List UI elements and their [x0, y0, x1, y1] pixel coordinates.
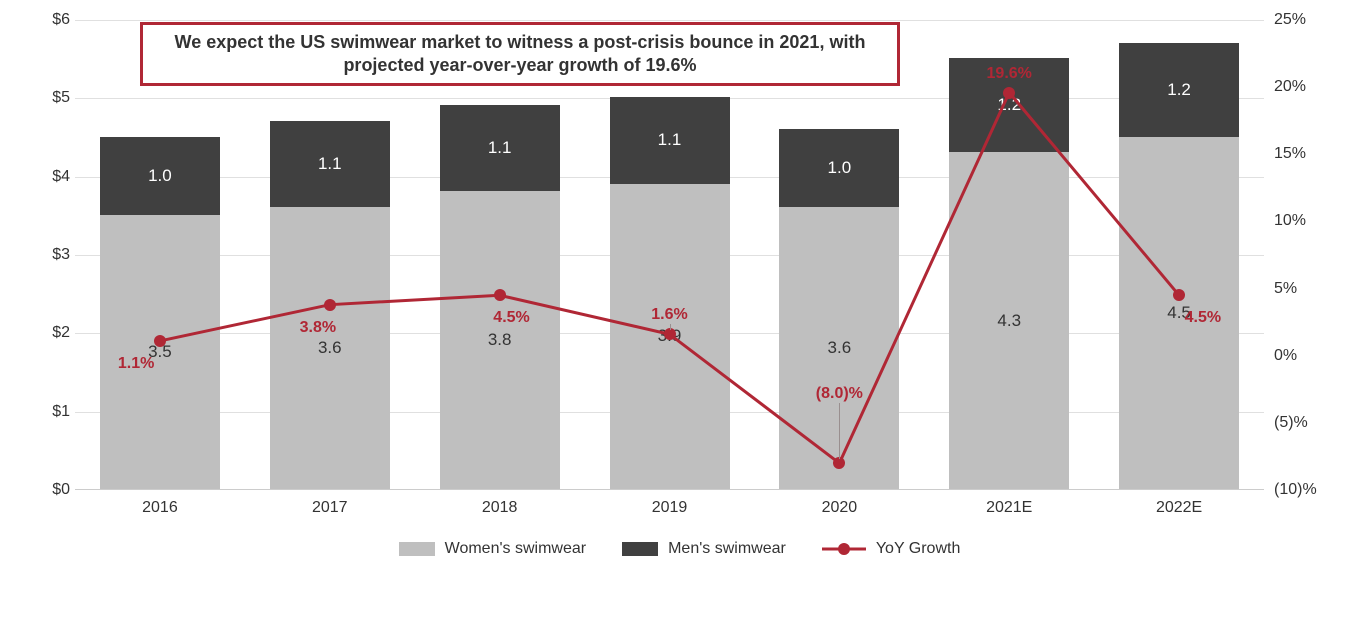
bar-slot: 20183.81.1 [415, 20, 585, 489]
y-right-tick: (5)% [1274, 414, 1334, 432]
x-tick: 2020 [822, 489, 858, 517]
stacked-bar: 4.51.2 [1119, 43, 1239, 490]
legend-swatch-women [399, 542, 435, 556]
legend-swatch-men [622, 542, 658, 556]
bar-segment-women: 3.5 [100, 215, 220, 489]
legend-item-women: Women's swimwear [399, 540, 586, 558]
x-tick: 2021E [986, 489, 1032, 517]
yoy-marker [154, 335, 166, 347]
y-left-tick: $5 [25, 89, 70, 107]
yoy-marker [494, 289, 506, 301]
bar-segment-men: 1.1 [440, 105, 560, 191]
y-left-tick: $3 [25, 246, 70, 264]
stacked-bar: 4.31.2 [949, 58, 1069, 489]
bars-layer: 20163.51.020173.61.120183.81.120193.91.1… [75, 20, 1264, 489]
leader-line [670, 324, 671, 330]
bar-segment-women: 4.5 [1119, 137, 1239, 490]
y-left-tick: $4 [25, 168, 70, 186]
yoy-value-label: 19.6% [987, 65, 1032, 83]
legend-swatch-yoy [822, 542, 866, 556]
bar-slot: 20193.91.1 [585, 20, 755, 489]
bar-segment-women: 3.8 [440, 191, 560, 489]
chart-callout: We expect the US swimwear market to witn… [140, 22, 900, 86]
y-right-tick: 5% [1274, 280, 1334, 298]
yoy-marker [324, 299, 336, 311]
y-right-tick: 0% [1274, 347, 1334, 365]
bar-slot: 20163.51.0 [75, 20, 245, 489]
yoy-value-label: (8.0)% [816, 385, 863, 403]
legend-item-men: Men's swimwear [622, 540, 786, 558]
stacked-bar: 3.91.1 [610, 97, 730, 489]
legend-label-women: Women's swimwear [445, 540, 586, 558]
y-right-tick: (10)% [1274, 481, 1334, 499]
swimwear-chart: We expect the US swimwear market to witn… [20, 20, 1339, 558]
leader-line [839, 403, 840, 459]
x-tick: 2022E [1156, 489, 1202, 517]
yoy-value-label: 4.5% [493, 309, 529, 327]
bar-segment-men: 1.1 [610, 97, 730, 183]
bar-segment-women: 3.6 [270, 207, 390, 489]
yoy-value-label: 3.8% [300, 319, 336, 337]
y-left-tick: $0 [25, 481, 70, 499]
x-tick: 2018 [482, 489, 518, 517]
bar-segment-men: 1.2 [1119, 43, 1239, 137]
yoy-marker [1173, 289, 1185, 301]
y-right-tick: 25% [1274, 11, 1334, 29]
yoy-value-label: 4.5% [1185, 309, 1221, 327]
plot-area: $0$1$2$3$4$5$6(10)%(5)%0%5%10%15%20%25%2… [75, 20, 1264, 490]
legend-label-men: Men's swimwear [668, 540, 786, 558]
legend-item-yoy: YoY Growth [822, 540, 961, 558]
bar-slot: 20173.61.1 [245, 20, 415, 489]
x-tick: 2019 [652, 489, 688, 517]
stacked-bar: 3.51.0 [100, 137, 220, 489]
legend: Women's swimwear Men's swimwear YoY Grow… [20, 540, 1339, 558]
yoy-marker [1003, 87, 1015, 99]
bar-slot: 2022E4.51.2 [1094, 20, 1264, 489]
y-left-tick: $6 [25, 11, 70, 29]
y-left-tick: $2 [25, 324, 70, 342]
y-left-tick: $1 [25, 403, 70, 421]
bar-segment-men: 1.1 [270, 121, 390, 207]
yoy-value-label: 1.1% [118, 355, 154, 373]
y-right-tick: 10% [1274, 212, 1334, 230]
legend-label-yoy: YoY Growth [876, 540, 961, 558]
bar-segment-women: 4.3 [949, 152, 1069, 489]
y-right-tick: 15% [1274, 145, 1334, 163]
x-tick: 2017 [312, 489, 348, 517]
y-right-tick: 20% [1274, 78, 1334, 96]
yoy-value-label: 1.6% [651, 306, 687, 324]
bar-segment-men: 1.0 [779, 129, 899, 207]
bar-segment-men: 1.0 [100, 137, 220, 215]
chart-callout-text: We expect the US swimwear market to witn… [157, 31, 883, 78]
x-tick: 2016 [142, 489, 178, 517]
